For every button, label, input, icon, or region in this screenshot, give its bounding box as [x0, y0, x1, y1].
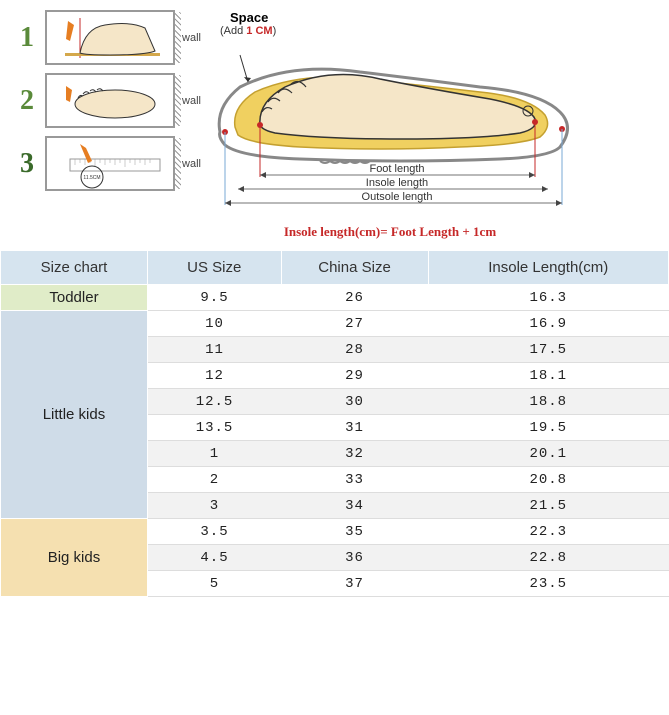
step-1-diagram: wall [45, 10, 175, 65]
step-number-3: 3 [20, 148, 40, 180]
step-2-diagram: wall [45, 73, 175, 128]
data-cell: 22.3 [428, 519, 669, 545]
category-cell: Big kids [1, 519, 148, 597]
data-cell: 26 [281, 285, 428, 311]
insole-length-label: Insole length [366, 177, 428, 189]
col-china-size: China Size [281, 251, 428, 285]
data-cell: 11 [147, 337, 281, 363]
foot-side-icon [50, 13, 170, 63]
foot-length-label: Foot length [369, 163, 424, 175]
data-cell: 9.5 [147, 285, 281, 311]
table-row: Big kids3.53522.3 [1, 519, 669, 545]
step-3-diagram: 11.5CM wall [45, 136, 175, 191]
data-cell: 4.5 [147, 545, 281, 571]
data-cell: 27 [281, 311, 428, 337]
wall-label-1: wall [182, 32, 201, 44]
space-label: Space [230, 10, 580, 25]
data-cell: 12.5 [147, 389, 281, 415]
data-cell: 37 [281, 571, 428, 597]
col-us-size: US Size [147, 251, 281, 285]
data-cell: 30 [281, 389, 428, 415]
data-cell: 2 [147, 467, 281, 493]
step-3: 3 11.5CM [20, 136, 175, 191]
data-cell: 36 [281, 545, 428, 571]
data-cell: 31 [281, 415, 428, 441]
col-insole-length: Insole Length(cm) [428, 251, 669, 285]
step-2: 2 wall [20, 73, 175, 128]
step-1: 1 wall [20, 10, 175, 65]
data-cell: 34 [281, 493, 428, 519]
table-header-row: Size chart US Size China Size Insole Len… [1, 251, 669, 285]
measurement-steps: 1 wall 2 wa [20, 10, 175, 240]
data-cell: 20.8 [428, 467, 669, 493]
data-cell: 33 [281, 467, 428, 493]
data-cell: 16.3 [428, 285, 669, 311]
category-cell: Toddler [1, 285, 148, 311]
data-cell: 20.1 [428, 441, 669, 467]
ruler-icon: 11.5CM [50, 139, 170, 189]
data-cell: 28 [281, 337, 428, 363]
table-row: Toddler9.52616.3 [1, 285, 669, 311]
data-cell: 3.5 [147, 519, 281, 545]
data-cell: 23.5 [428, 571, 669, 597]
data-cell: 29 [281, 363, 428, 389]
size-chart-table: Size chart US Size China Size Insole Len… [0, 250, 669, 597]
data-cell: 35 [281, 519, 428, 545]
data-cell: 13.5 [147, 415, 281, 441]
shoe-cross-section-icon: Foot length Insole length Outsole length [200, 37, 580, 217]
data-cell: 22.8 [428, 545, 669, 571]
top-illustration-area: 1 wall 2 wa [0, 0, 669, 245]
data-cell: 5 [147, 571, 281, 597]
data-cell: 17.5 [428, 337, 669, 363]
wall-label-3: wall [182, 158, 201, 170]
data-cell: 18.8 [428, 389, 669, 415]
table-row: Little kids102716.9 [1, 311, 669, 337]
data-cell: 16.9 [428, 311, 669, 337]
data-cell: 10 [147, 311, 281, 337]
data-cell: 19.5 [428, 415, 669, 441]
space-note: (Add 1 CM) [220, 25, 580, 37]
foot-top-icon [50, 76, 170, 126]
wall-label-2: wall [182, 95, 201, 107]
shoe-diagram-area: Space (Add 1 CM) [200, 10, 580, 240]
step-number-1: 1 [20, 22, 40, 54]
data-cell: 3 [147, 493, 281, 519]
data-cell: 18.1 [428, 363, 669, 389]
category-cell: Little kids [1, 311, 148, 519]
formula-text: Insole length(cm)= Foot Length + 1cm [200, 224, 580, 240]
col-size-chart: Size chart [1, 251, 148, 285]
step-number-2: 2 [20, 85, 40, 117]
data-cell: 21.5 [428, 493, 669, 519]
data-cell: 1 [147, 441, 281, 467]
ruler-measurement: 11.5CM [83, 175, 100, 181]
outsole-length-label: Outsole length [362, 191, 433, 203]
data-cell: 12 [147, 363, 281, 389]
data-cell: 32 [281, 441, 428, 467]
